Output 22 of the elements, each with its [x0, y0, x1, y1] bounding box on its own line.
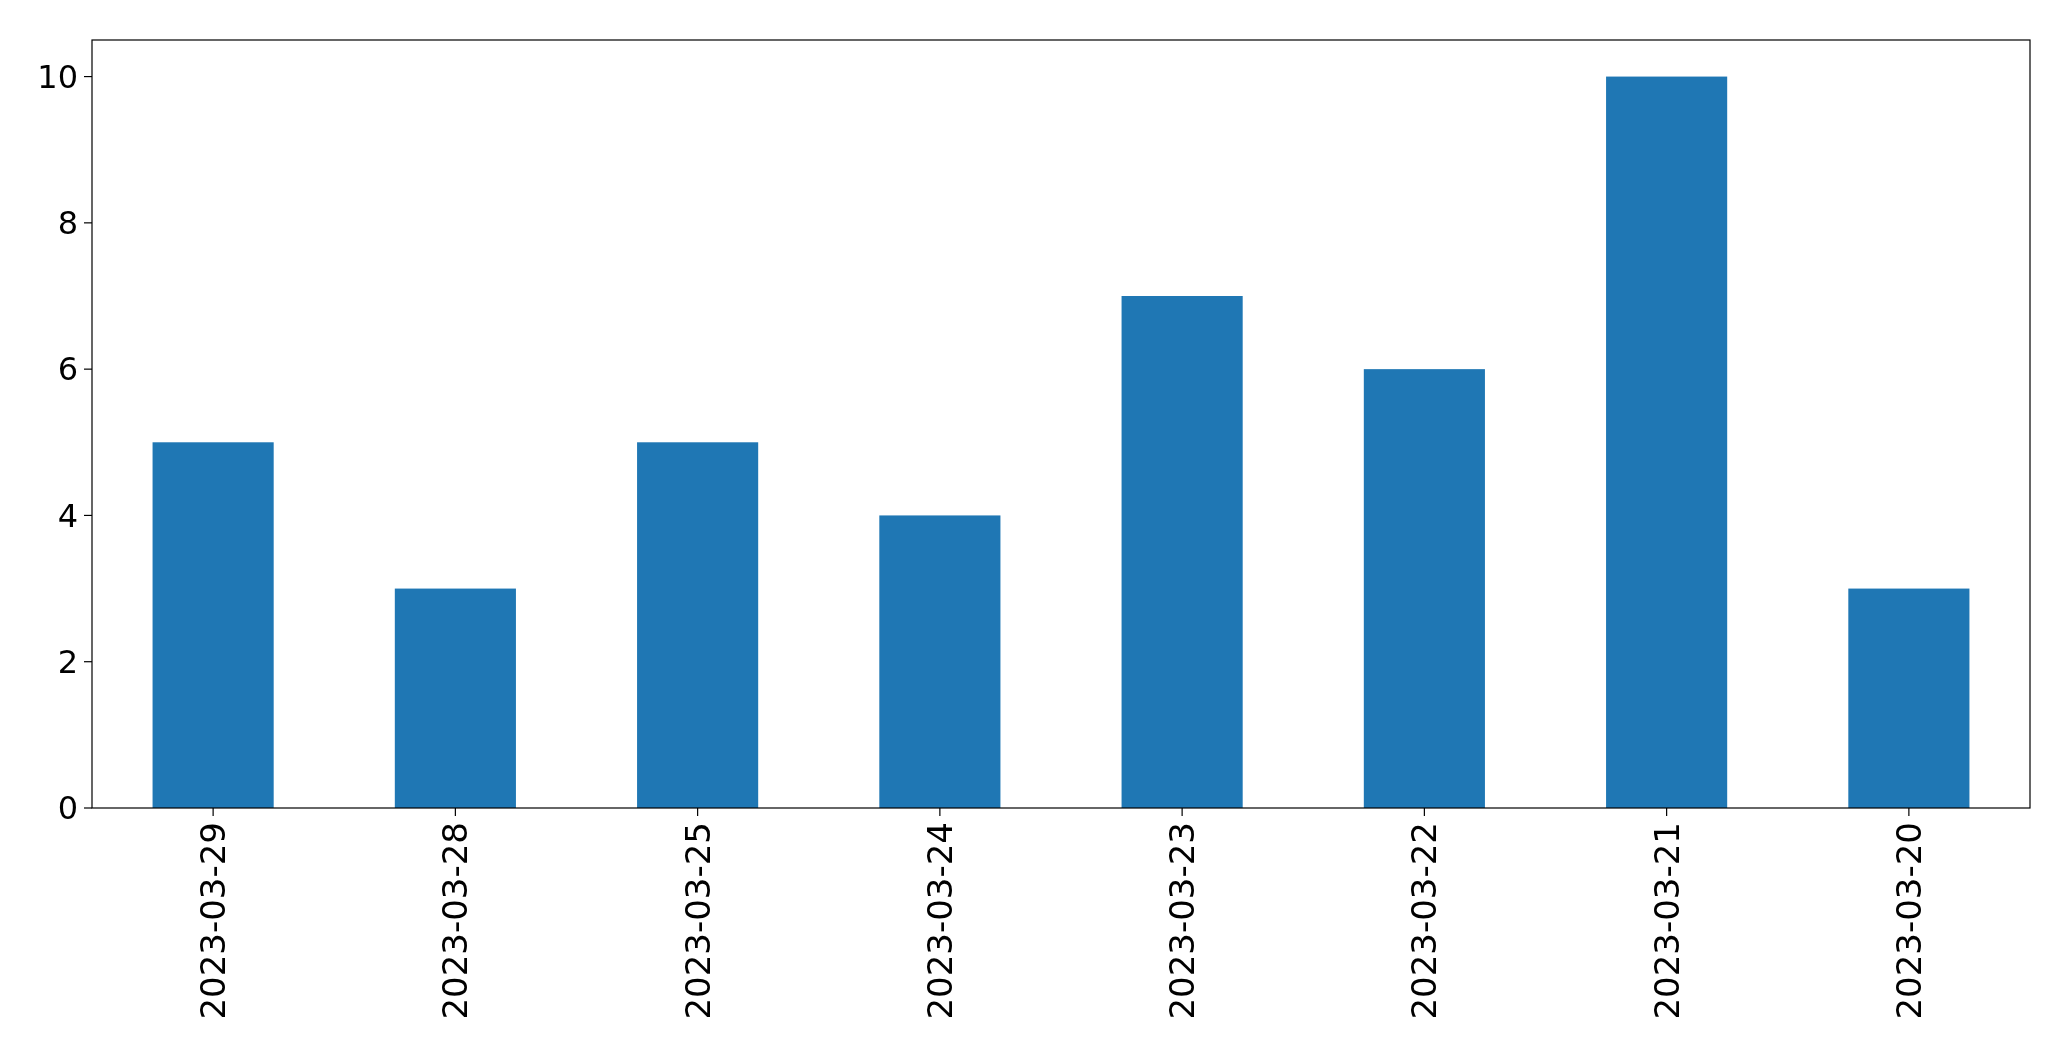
- x-tick-label: 2023-03-24: [919, 822, 960, 1020]
- y-tick-label: 8: [57, 204, 78, 243]
- x-tick-label: 2023-03-23: [1162, 822, 1203, 1020]
- x-tick-label: 2023-03-22: [1404, 822, 1445, 1020]
- bar: [879, 515, 1001, 808]
- y-tick-label: 10: [37, 57, 78, 96]
- bar: [1121, 296, 1243, 808]
- bar: [1363, 369, 1485, 808]
- x-tick-label: 2023-03-25: [677, 822, 718, 1020]
- y-tick-label: 2: [57, 642, 78, 681]
- x-tick-label: 2023-03-29: [193, 822, 234, 1020]
- y-tick-label: 4: [57, 496, 78, 535]
- x-tick-label: 2023-03-20: [1888, 822, 1929, 1020]
- x-tick-label: 2023-03-28: [435, 822, 476, 1020]
- bar: [1606, 76, 1728, 808]
- bar: [637, 442, 759, 808]
- y-tick-label: 0: [57, 789, 78, 828]
- bar: [1848, 588, 1970, 808]
- y-tick-label: 6: [57, 350, 78, 389]
- bar: [394, 588, 516, 808]
- x-tick-label: 2023-03-21: [1646, 822, 1687, 1020]
- bar: [152, 442, 274, 808]
